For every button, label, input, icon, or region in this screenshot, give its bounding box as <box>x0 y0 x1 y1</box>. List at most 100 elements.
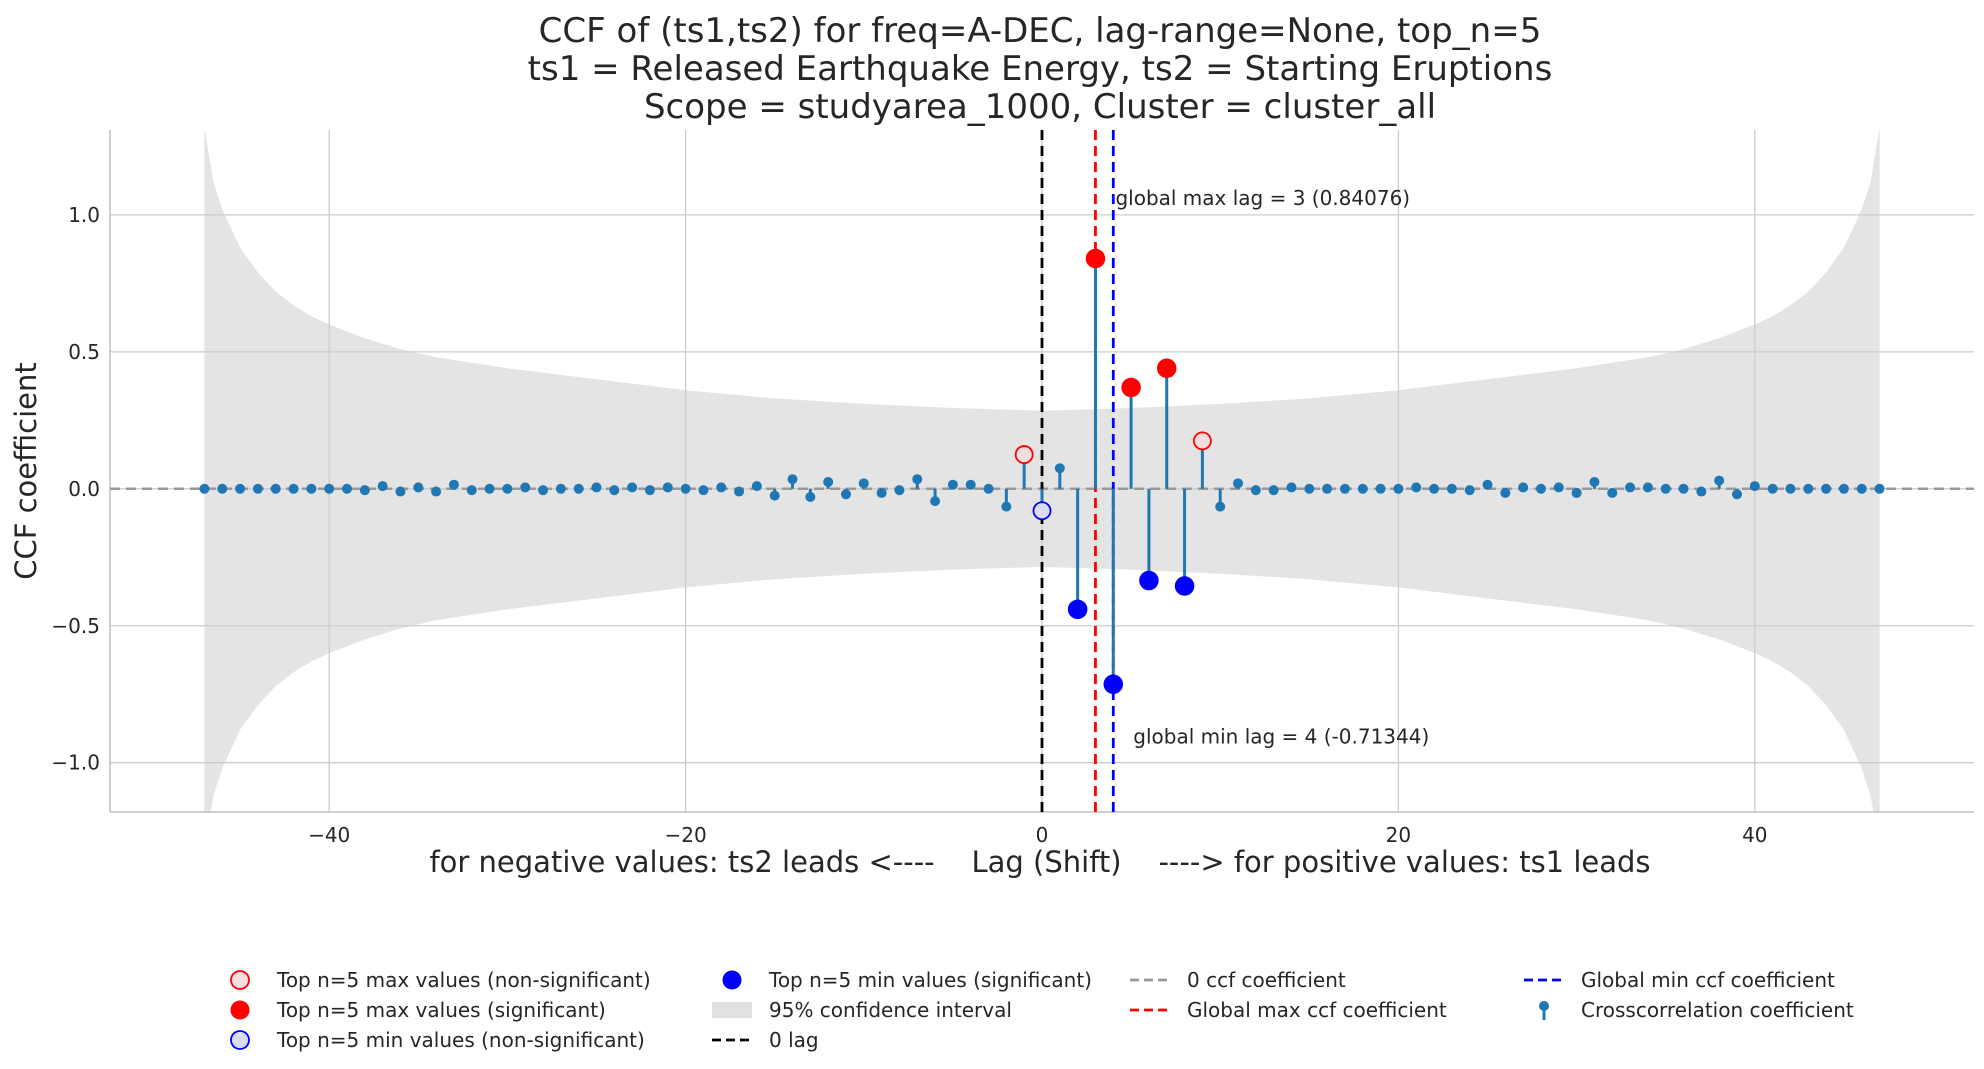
stem-marker-32 <box>1607 487 1618 498</box>
top-max-significant-7 <box>1156 358 1177 379</box>
legend-max_s-label: Top n=5 max values (significant) <box>276 998 606 1022</box>
top-markers <box>1014 248 1212 694</box>
stem-marker-15 <box>1304 483 1315 494</box>
stem-marker-18 <box>1357 483 1368 494</box>
stem-marker-33 <box>1625 482 1636 493</box>
stem-marker--19 <box>698 485 709 496</box>
stem-marker--18 <box>716 482 727 493</box>
y-tick-label--1: −1.0 <box>51 751 100 775</box>
top-min-significant-4 <box>1103 674 1124 694</box>
stem-marker--7 <box>912 474 923 485</box>
stem-marker-43 <box>1803 483 1814 494</box>
legend-min_ns-swatch <box>230 1030 250 1050</box>
stem-marker-31 <box>1589 476 1600 487</box>
stem-marker--5 <box>947 479 958 490</box>
stem-marker--33 <box>448 479 459 490</box>
stem-marker-45 <box>1838 483 1849 494</box>
stem-marker-26 <box>1500 487 1511 498</box>
stem-marker-20 <box>1393 483 1404 494</box>
stem-marker--14 <box>787 474 798 485</box>
x-tick-label-0: 0 <box>1036 823 1049 847</box>
chart-title: CCF of (ts1,ts2) for freq=A-DEC, lag-ran… <box>528 11 1553 127</box>
axis-labels: for negative values: ts2 leads <---- Lag… <box>9 362 1651 879</box>
stem-marker--24 <box>609 485 620 496</box>
stem-marker--6 <box>930 496 941 507</box>
stem-marker-28 <box>1535 483 1546 494</box>
stem-marker-19 <box>1375 483 1386 494</box>
top-max-nonsignificant-9 <box>1192 431 1212 451</box>
x-axis-label: for negative values: ts2 leads <---- Lag… <box>429 845 1650 879</box>
global-min-annotation: global min lag = 4 (-0.71344) <box>1133 725 1429 749</box>
stem-marker--23 <box>627 482 638 493</box>
legend-max_ns-label: Top n=5 max values (non-significant) <box>276 968 651 992</box>
stem-marker--3 <box>983 483 994 494</box>
legend-min_s-label: Top n=5 min values (significant) <box>768 968 1092 992</box>
y-tick-label-0: 0.0 <box>68 477 100 501</box>
legend: Top n=5 max values (non-significant) Top … <box>230 968 1854 1052</box>
y-axis-label: CCF coefficient <box>9 362 43 580</box>
stem-marker-27 <box>1518 482 1529 493</box>
stem-marker--10 <box>858 478 869 489</box>
legend-gmax-label: Global max ccf coefficient <box>1187 998 1447 1022</box>
legend-ci-label: 95% confidence interval <box>769 998 1012 1022</box>
y-tick-label--0.5: −0.5 <box>51 614 100 638</box>
top-max-significant-3 <box>1085 248 1106 269</box>
top-min-nonsignificant-0 <box>1032 501 1052 521</box>
stem-marker-38 <box>1714 475 1725 486</box>
stem-marker--22 <box>644 485 655 496</box>
stem-marker--47 <box>199 483 210 494</box>
stem-marker--17 <box>734 486 745 497</box>
stem-marker-16 <box>1322 483 1333 494</box>
y-tick-label-0.5: 0.5 <box>68 340 100 364</box>
stem-marker-10 <box>1215 501 1226 512</box>
stem-marker--16 <box>751 481 762 492</box>
top-min-significant-8 <box>1174 576 1195 596</box>
stem-marker--27 <box>555 483 566 494</box>
legend-max_ns-swatch <box>230 970 250 990</box>
stem-marker-36 <box>1678 483 1689 494</box>
stem-marker--9 <box>876 487 887 498</box>
stem-marker--13 <box>805 492 816 503</box>
stem-marker--26 <box>573 483 584 494</box>
stem-marker-46 <box>1856 483 1867 494</box>
stem-marker-30 <box>1571 487 1582 498</box>
legend-zero_ccf-label: 0 ccf coefficient <box>1187 968 1346 992</box>
stem-marker-47 <box>1874 483 1885 494</box>
stem-marker--30 <box>502 483 513 494</box>
legend-zero_lag-label: 0 lag <box>769 1028 819 1052</box>
stem-marker-41 <box>1767 483 1778 494</box>
stem-marker-35 <box>1660 483 1671 494</box>
stems <box>199 253 1885 690</box>
stem-marker-25 <box>1482 479 1493 490</box>
x-tick-label--40: −40 <box>308 823 350 847</box>
title-line-1: CCF of (ts1,ts2) for freq=A-DEC, lag-ran… <box>539 11 1542 51</box>
stem-marker--37 <box>377 481 388 492</box>
legend-min_ns-label: Top n=5 min values (non-significant) <box>276 1028 645 1052</box>
stem-marker-21 <box>1411 482 1422 493</box>
global-max-annotation: global max lag = 3 (0.84076) <box>1115 186 1410 210</box>
stem-marker--12 <box>823 476 834 487</box>
stem-marker--21 <box>662 482 673 493</box>
stem-marker-39 <box>1731 489 1742 500</box>
stem-marker--15 <box>769 490 780 501</box>
stem-marker--44 <box>252 483 263 494</box>
x-tick-label-40: 40 <box>1742 823 1767 847</box>
legend-max_s-swatch <box>230 1000 250 1020</box>
stem-marker--4 <box>965 479 976 490</box>
legend-ci-swatch <box>712 1002 752 1018</box>
y-tick-label-1: 1.0 <box>68 203 100 227</box>
stem-marker--31 <box>484 483 495 494</box>
stem-marker--39 <box>342 483 353 494</box>
tick-labels: −40 −20 0 20 40 1.0 0.5 0.0 −0.5 −1.0 <box>51 203 1767 847</box>
stem-marker--29 <box>520 482 531 493</box>
top-min-significant-6 <box>1139 570 1159 591</box>
x-tick-label--20: −20 <box>664 823 706 847</box>
stem-marker-42 <box>1785 483 1796 494</box>
legend-stem-swatch <box>1539 1001 1549 1011</box>
stem-marker-24 <box>1464 485 1475 496</box>
x-tick-label-20: 20 <box>1386 823 1411 847</box>
stem-marker-34 <box>1642 482 1653 493</box>
stem-marker-14 <box>1286 482 1297 493</box>
legend-gmin-label: Global min ccf coefficient <box>1581 968 1835 992</box>
